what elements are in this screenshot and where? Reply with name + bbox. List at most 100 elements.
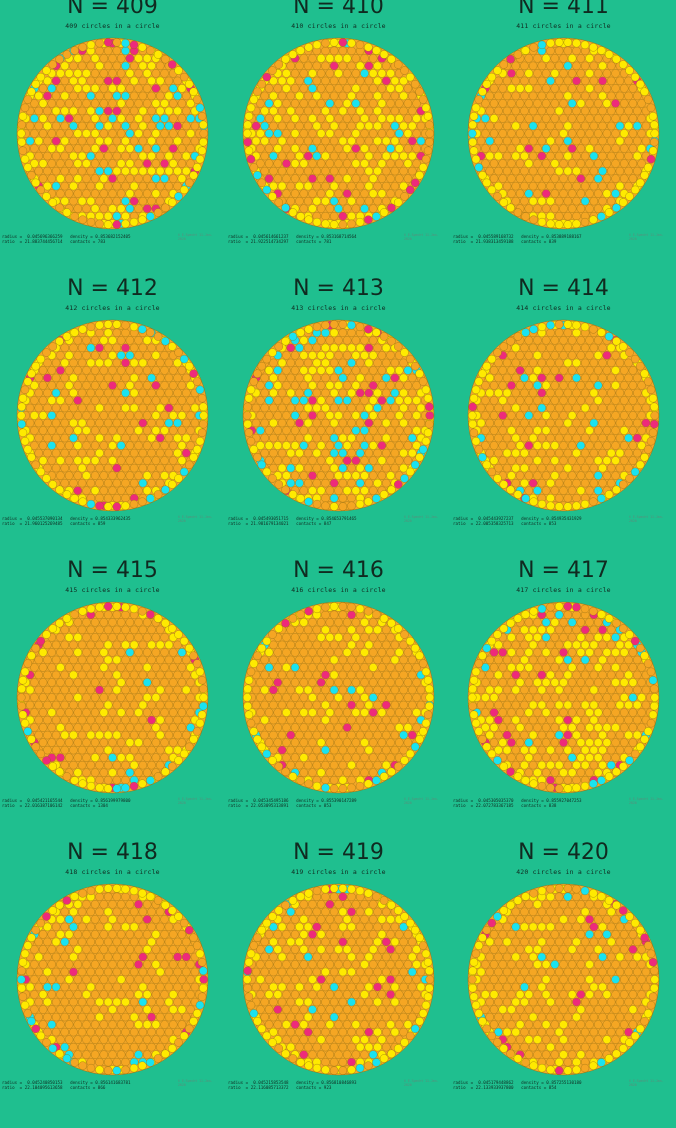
packed-circle xyxy=(82,426,91,435)
packed-circle xyxy=(567,753,577,762)
boundary-circle xyxy=(646,436,656,446)
packed-circle xyxy=(637,678,646,687)
packed-circle xyxy=(51,997,61,1007)
packed-circle xyxy=(173,373,182,383)
packed-circle xyxy=(559,159,568,168)
packed-circle xyxy=(607,76,616,86)
packed-circle xyxy=(329,433,339,443)
packed-circle xyxy=(598,745,607,755)
packed-circle xyxy=(382,151,391,161)
packed-circle xyxy=(342,426,352,435)
packed-circle xyxy=(368,708,378,717)
boundary-circle xyxy=(646,103,656,113)
packed-circle xyxy=(498,426,507,435)
packed-circle xyxy=(390,358,400,368)
packed-circle xyxy=(377,678,387,687)
packed-circle xyxy=(112,1027,122,1037)
packed-circle xyxy=(408,952,417,962)
packed-circle xyxy=(386,456,395,465)
packed-circle xyxy=(273,366,282,375)
packed-circle xyxy=(355,121,365,131)
boundary-circle xyxy=(640,171,649,180)
packed-circle xyxy=(342,159,352,168)
packed-circle xyxy=(585,441,594,450)
packed-circle xyxy=(164,997,174,1007)
packed-circle xyxy=(541,336,551,345)
packed-circle xyxy=(303,388,313,398)
boundary-circle xyxy=(597,46,606,55)
packed-circle xyxy=(77,478,87,488)
boundary-circle xyxy=(513,50,523,59)
packed-circle xyxy=(277,136,287,146)
packed-circle xyxy=(537,745,547,755)
packed-circle xyxy=(303,61,313,71)
packed-circle xyxy=(537,403,547,413)
packed-circle xyxy=(386,930,395,939)
packed-circle xyxy=(507,663,516,672)
packed-circle xyxy=(528,418,538,428)
boundary-circle xyxy=(506,485,515,495)
packed-circle xyxy=(60,403,69,413)
packed-circle xyxy=(321,922,330,932)
packed-circle xyxy=(351,678,361,687)
packed-circle xyxy=(116,129,126,138)
packed-circle xyxy=(95,478,104,488)
packed-circle xyxy=(134,174,143,183)
packed-circle xyxy=(502,76,512,86)
packed-circle xyxy=(598,433,607,443)
packed-circle xyxy=(290,633,300,642)
ratio-line: ratio = 21.883744456714 contacts = 783 xyxy=(2,239,106,245)
packed-circle xyxy=(589,700,599,710)
packed-circle xyxy=(56,693,65,702)
packed-circle xyxy=(593,129,603,138)
boundary-circle xyxy=(281,54,290,64)
packed-circle xyxy=(151,960,161,969)
packed-circle xyxy=(303,166,313,176)
packed-circle xyxy=(299,69,309,78)
packed-circle xyxy=(129,418,139,428)
packed-circle xyxy=(69,922,78,932)
packed-circle xyxy=(403,648,413,657)
boundary-circle xyxy=(493,348,502,357)
packed-circle xyxy=(567,84,577,93)
packed-circle xyxy=(142,900,152,909)
packed-circle xyxy=(156,937,165,947)
packed-circle xyxy=(598,106,607,116)
packed-circle xyxy=(515,411,525,420)
packed-circle xyxy=(38,1005,48,1014)
packed-circle xyxy=(329,952,339,962)
packed-circle xyxy=(77,448,87,458)
packed-circle xyxy=(360,336,369,345)
packed-circle xyxy=(295,463,304,473)
packed-circle xyxy=(593,381,603,390)
packed-circle xyxy=(103,745,113,755)
boundary-circle xyxy=(521,46,530,55)
packed-circle xyxy=(624,181,633,191)
packed-circle xyxy=(290,99,300,108)
packed-circle xyxy=(502,151,512,161)
packed-circle xyxy=(607,700,616,710)
packed-circle xyxy=(160,471,169,480)
packed-circle xyxy=(90,366,100,375)
packed-circle xyxy=(602,114,612,123)
packed-circle xyxy=(125,471,135,480)
packed-circle xyxy=(116,381,126,390)
packed-circle xyxy=(164,91,174,101)
packed-circle xyxy=(121,892,130,902)
boundary-circle xyxy=(243,701,252,711)
packed-circle xyxy=(273,678,282,687)
packed-circle xyxy=(347,640,356,650)
boundary-circle xyxy=(95,1065,104,1075)
packed-circle xyxy=(160,975,169,984)
packed-circle xyxy=(112,952,122,962)
packed-circle xyxy=(164,685,174,695)
boundary-circle xyxy=(146,328,155,337)
packed-circle xyxy=(308,633,317,642)
packed-circle xyxy=(121,997,130,1007)
packed-circle xyxy=(489,129,499,138)
packed-circle xyxy=(295,715,304,725)
packed-circle xyxy=(121,358,130,368)
packed-circle xyxy=(485,166,494,176)
packed-circle xyxy=(598,640,607,650)
packed-circle xyxy=(273,114,282,123)
